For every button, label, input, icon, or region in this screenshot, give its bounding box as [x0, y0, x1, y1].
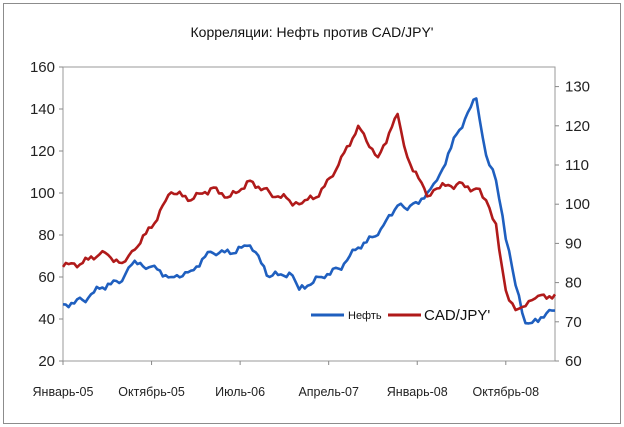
right-tick-label: 110: [565, 157, 589, 174]
chart-frame: [3, 3, 621, 424]
left-tick-label: 140: [30, 101, 55, 118]
x-tick-label: Январь-05: [33, 385, 94, 399]
left-tick-label: 60: [38, 269, 55, 286]
legend-label-cadjpy: CAD/JPY': [424, 307, 490, 324]
x-tick-label: Октябрь-08: [473, 385, 540, 399]
x-axis: Январь-05 Октябрь-05 Июль-06 Апрель-07 Январ…: [33, 361, 540, 399]
right-tick-label: 120: [565, 118, 590, 135]
right-tick-label: 130: [565, 79, 590, 96]
left-tick-label: 160: [30, 59, 55, 76]
right-tick-label: 60: [565, 353, 582, 370]
x-tick-label: Октябрь-05: [118, 385, 185, 399]
left-tick-label: 20: [38, 353, 55, 370]
legend-label-oil: Нефть: [348, 310, 382, 322]
right-tick-label: 90: [565, 235, 582, 252]
chart-title: Корреляции: Нефть против CAD/JPY': [191, 24, 434, 40]
left-tick-label: 120: [30, 143, 55, 160]
left-axis: 20 40 60 80 100 120 140 160: [30, 59, 63, 370]
left-tick-label: 80: [38, 227, 55, 244]
x-tick-label: Январь-08: [387, 385, 448, 399]
left-tick-label: 100: [30, 185, 55, 202]
x-tick-label: Июль-06: [215, 385, 265, 399]
series-line-oil: [62, 97, 555, 325]
right-tick-label: 80: [565, 275, 582, 292]
left-tick-label: 40: [38, 311, 55, 328]
right-tick-label: 100: [565, 196, 590, 213]
right-tick-label: 70: [565, 314, 582, 331]
series-line-cadjpy: [61, 112, 557, 312]
x-tick-label: Апрель-07: [298, 385, 359, 399]
legend: Нефть CAD/JPY': [304, 303, 504, 327]
plot-area: [62, 66, 556, 362]
right-axis: 60 70 80 90 100 110 120 130: [555, 79, 590, 370]
series-lines: [61, 97, 557, 325]
